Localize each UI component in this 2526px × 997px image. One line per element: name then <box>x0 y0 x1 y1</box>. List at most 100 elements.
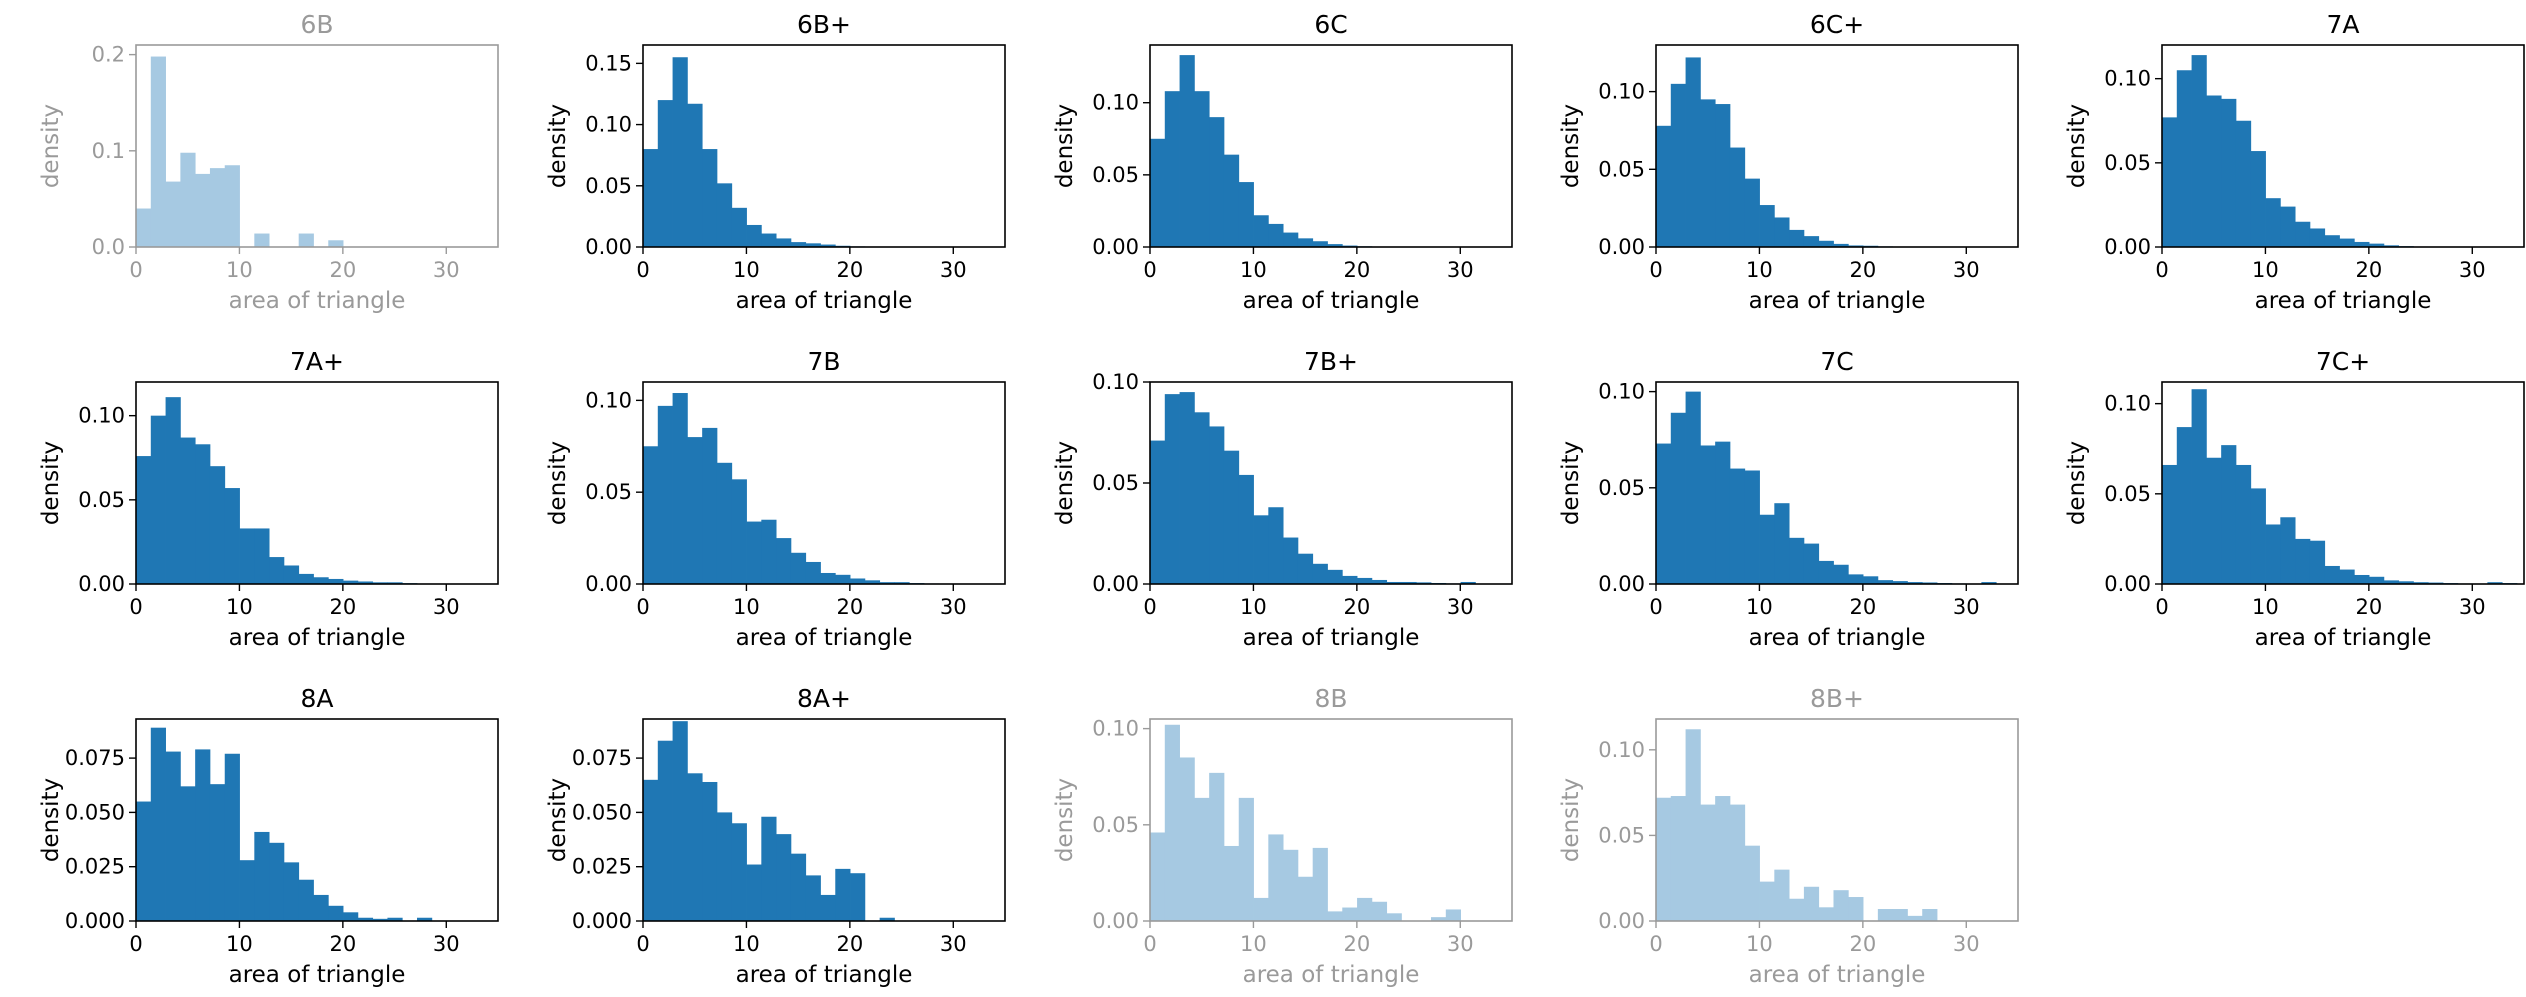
panel-title: 7B+ <box>1304 347 1358 376</box>
histogram-bar <box>1656 443 1672 584</box>
x-tick-label: 20 <box>1343 595 1370 619</box>
histogram-bar <box>1789 537 1805 584</box>
histogram-bar <box>1670 412 1686 584</box>
x-tick-label: 30 <box>2459 595 2486 619</box>
x-tick-label: 0 <box>129 932 142 956</box>
histogram-panel: 6B+ 0 10 20 30 0.00 0.05 0.10 0.15 area of triang… <box>545 10 1006 314</box>
y-tick-label: 0.00 <box>1092 909 1139 933</box>
histogram-bar <box>672 57 688 247</box>
histogram-bar <box>1164 91 1180 248</box>
histogram-bar <box>1179 55 1195 247</box>
x-tick-label: 20 <box>836 932 863 956</box>
histogram-bar <box>820 572 836 584</box>
x-tick-label: 30 <box>940 258 967 282</box>
histogram-bar <box>1833 564 1849 584</box>
histogram-bar <box>1656 125 1672 247</box>
histogram-bar <box>1774 503 1790 584</box>
y-axis-label: density <box>545 104 571 188</box>
histogram-bar <box>2250 488 2266 584</box>
histogram-bar <box>776 238 792 247</box>
histogram-bar <box>702 781 718 921</box>
histogram-bar <box>1892 909 1908 921</box>
x-tick-label: 0 <box>129 595 142 619</box>
histogram-bar <box>790 853 807 921</box>
x-axis-label: area of triangle <box>2255 288 2432 314</box>
histogram-bar <box>1803 543 1820 584</box>
y-tick-label: 0.05 <box>1598 476 1645 500</box>
histogram-panel: 8A+ 0 10 20 30 0.000 0.025 0.050 0.075 area of tr… <box>545 684 1006 988</box>
x-axis-label: area of triangle <box>736 625 913 651</box>
histogram-bar <box>2295 221 2311 247</box>
x-tick-label: 20 <box>2355 258 2382 282</box>
x-tick-label: 10 <box>1746 258 1773 282</box>
panel-title: 6B+ <box>797 10 851 39</box>
histogram-bar <box>2413 582 2429 584</box>
x-tick-label: 0 <box>636 932 649 956</box>
histogram-bar <box>1297 238 1314 247</box>
histogram-bar <box>731 207 747 247</box>
histogram-bar <box>2235 464 2252 584</box>
panel-title: 8B+ <box>1810 684 1864 713</box>
histogram-bar <box>2324 235 2340 247</box>
histogram-bar <box>1744 470 1760 584</box>
histogram-bar <box>1312 241 1328 247</box>
y-tick-label: 0.10 <box>2104 392 2151 416</box>
histogram-bar <box>687 103 703 247</box>
histogram-bar <box>716 462 733 584</box>
axes-frame <box>135 718 499 922</box>
histogram-bar <box>2383 580 2400 584</box>
histogram-bar <box>1848 574 1864 584</box>
x-axis-label: area of triangle <box>1243 625 1420 651</box>
y-tick-label: 0.00 <box>1092 235 1139 259</box>
histogram-bar <box>1386 913 1402 921</box>
y-tick-label: 0.00 <box>2104 235 2151 259</box>
histogram-bar <box>328 578 344 584</box>
histogram-bar <box>1386 581 1402 584</box>
y-tick-label: 0.10 <box>1092 370 1139 394</box>
y-tick-label: 0.05 <box>78 488 125 512</box>
histogram-bar <box>150 727 166 921</box>
histogram-bar <box>2206 95 2222 247</box>
histogram-bar <box>283 862 300 921</box>
histogram-bar <box>269 557 285 584</box>
histogram-bar <box>1863 576 1879 584</box>
y-tick-label: 0.025 <box>572 855 632 879</box>
y-tick-label: 0.10 <box>1092 717 1139 741</box>
x-tick-label: 0 <box>129 258 142 282</box>
y-tick-label: 0.00 <box>1092 572 1139 596</box>
histogram-bar <box>2280 206 2296 247</box>
x-tick-label: 10 <box>226 258 253 282</box>
histogram-bar <box>1357 897 1373 921</box>
x-axis-label: area of triangle <box>229 625 406 651</box>
histogram-bar <box>136 208 152 247</box>
histogram-bar <box>417 917 433 921</box>
histogram-bar <box>820 894 836 921</box>
x-axis-label: area of triangle <box>1749 625 1926 651</box>
histogram-panel: 6C+ 0 10 20 30 0.00 0.05 0.10 area of triangle de… <box>1558 10 2019 314</box>
histogram-bar <box>687 773 703 921</box>
histogram-bar <box>702 427 718 584</box>
histogram-bar <box>1803 886 1820 921</box>
histogram-bar <box>254 831 270 921</box>
histogram-bar <box>254 528 270 584</box>
histogram-bar <box>1431 917 1447 921</box>
histogram-bar <box>1209 426 1225 584</box>
x-tick-label: 20 <box>1849 932 1876 956</box>
histogram-bar <box>2221 445 2237 584</box>
axes-frame <box>642 44 1006 248</box>
histogram-bar <box>1223 450 1240 584</box>
x-axis-label: area of triangle <box>1749 288 1926 314</box>
y-axis-label: density <box>38 441 64 525</box>
histogram-bar <box>1312 563 1328 584</box>
y-tick-label: 0.2 <box>92 43 125 67</box>
histogram-bar <box>165 397 181 584</box>
histogram-bar <box>150 56 166 247</box>
y-tick-label: 0.10 <box>2104 67 2151 91</box>
histogram-bar <box>224 165 240 247</box>
x-axis-label: area of triangle <box>736 962 913 988</box>
y-tick-label: 0.000 <box>65 909 125 933</box>
x-tick-label: 10 <box>733 932 760 956</box>
x-tick-label: 0 <box>2155 258 2168 282</box>
histogram-bar <box>328 240 344 247</box>
histogram-bar <box>1194 797 1210 921</box>
